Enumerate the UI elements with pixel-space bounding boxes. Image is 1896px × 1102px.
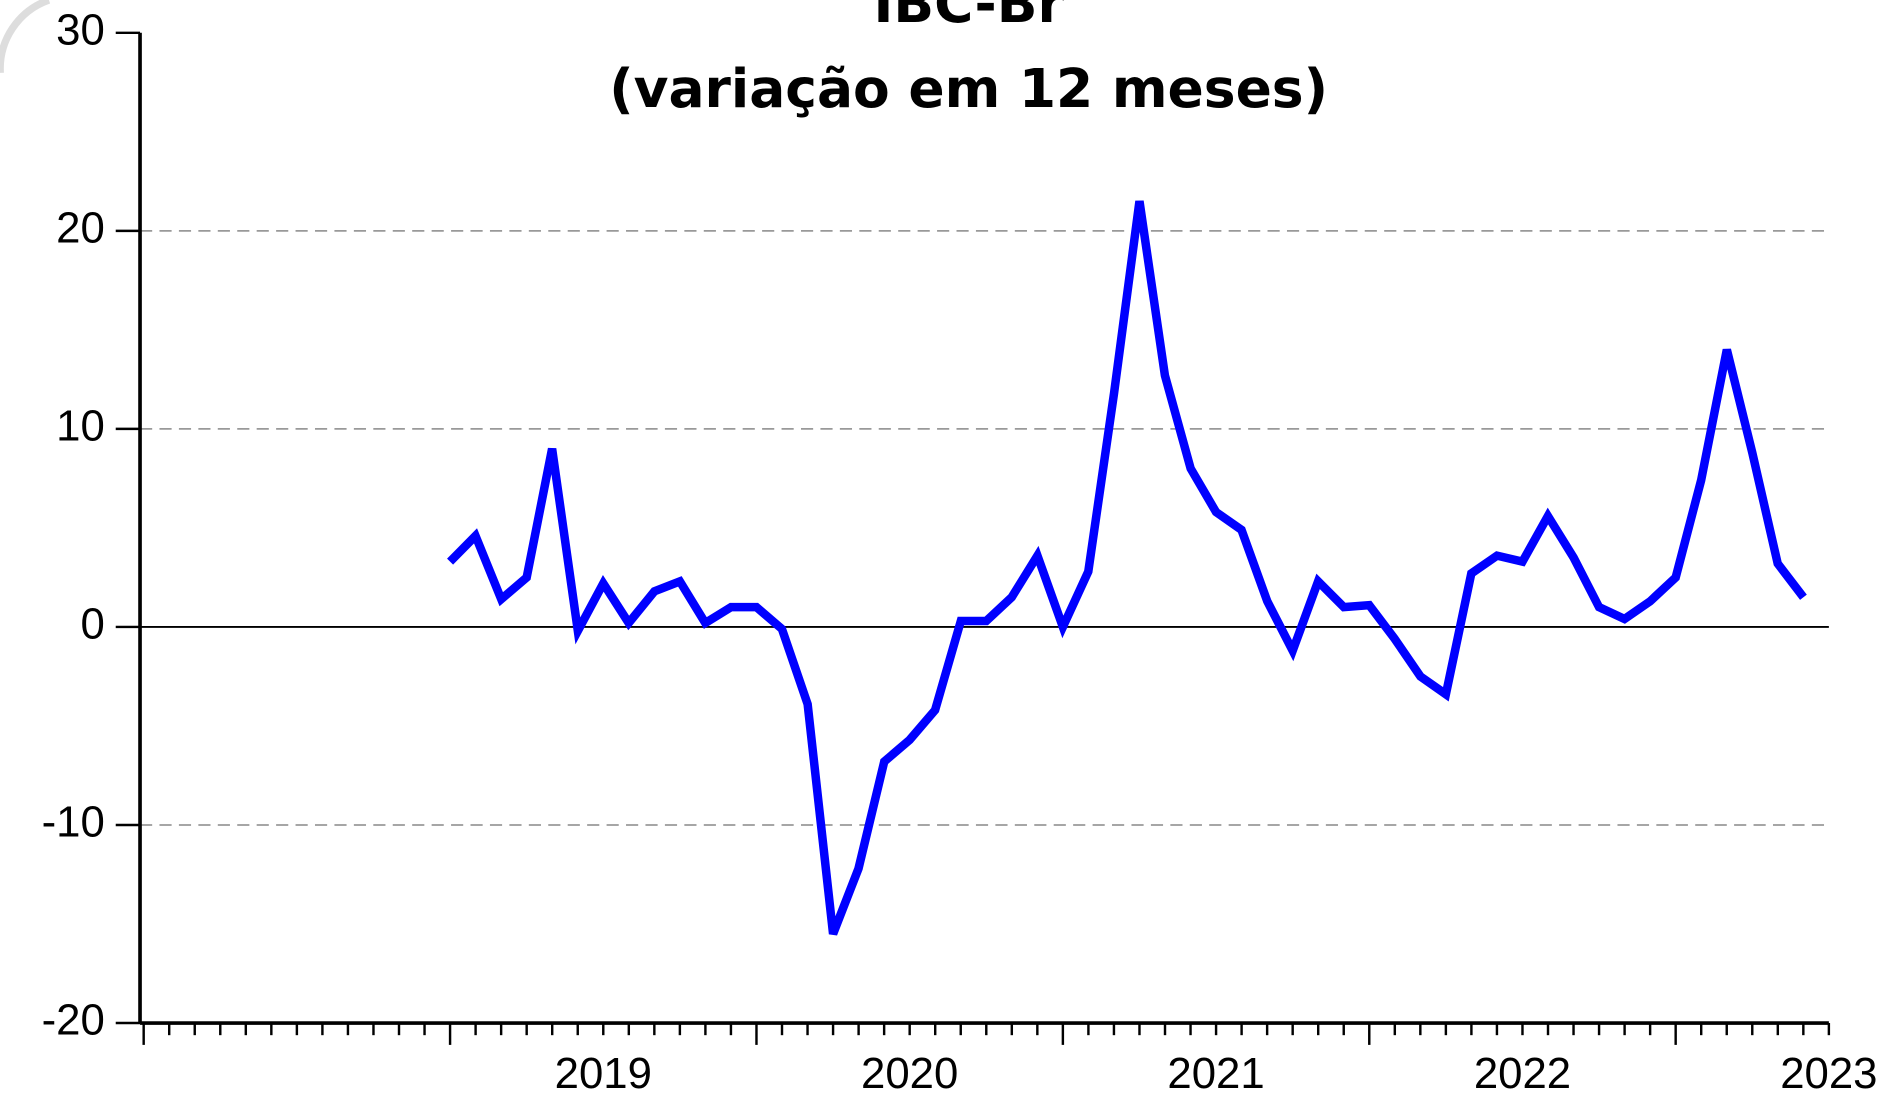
chart-title: IBC-Br bbox=[873, 0, 1064, 35]
y-tick-label: -10 bbox=[42, 798, 105, 847]
x-tick-label: 2020 bbox=[861, 1049, 958, 1098]
chart-subtitle: (variação em 12 meses) bbox=[609, 57, 1328, 120]
x-tick-label: 2023 bbox=[1780, 1049, 1877, 1098]
line-series bbox=[447, 200, 1807, 936]
y-tick-label: 10 bbox=[56, 401, 105, 450]
x-tick-label: 2021 bbox=[1167, 1049, 1264, 1098]
x-tick-label: 2022 bbox=[1474, 1049, 1571, 1098]
x-tick-label: 2019 bbox=[555, 1049, 652, 1098]
y-tick-label: 20 bbox=[56, 203, 105, 252]
corner-decoration bbox=[0, 0, 51, 73]
y-tick-label: -20 bbox=[42, 996, 105, 1045]
y-tick-label: 0 bbox=[80, 599, 104, 648]
y-tick-label: 30 bbox=[56, 5, 105, 54]
